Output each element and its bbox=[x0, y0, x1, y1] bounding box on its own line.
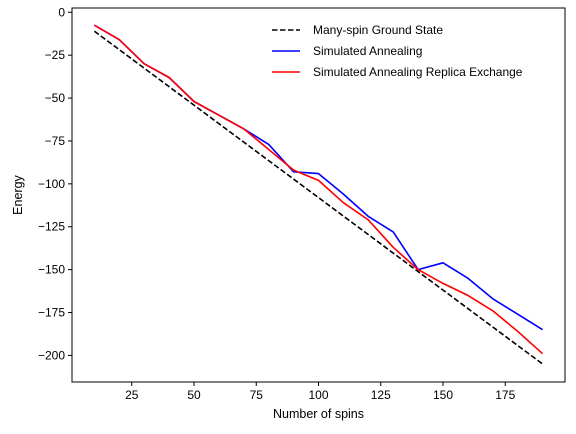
plot-frame bbox=[71, 7, 566, 383]
x-tick-label: 150 bbox=[433, 388, 453, 402]
plot-area bbox=[71, 7, 566, 383]
y-tick-label: −75 bbox=[45, 134, 66, 148]
legend-label-2: Simulated Annealing Replica Exchange bbox=[313, 65, 523, 79]
x-axis-label: Number of spins bbox=[273, 407, 364, 421]
y-tick-label: −100 bbox=[38, 177, 65, 191]
y-tick-label: −150 bbox=[38, 263, 65, 277]
x-tick-label: 175 bbox=[495, 388, 515, 402]
x-tick-label: 25 bbox=[125, 388, 139, 402]
series-line-0 bbox=[93, 30, 544, 365]
legend-label-1: Simulated Annealing bbox=[313, 44, 422, 58]
x-tick-label: 100 bbox=[308, 388, 328, 402]
y-axis-label: Energy bbox=[11, 174, 25, 214]
x-tick-label: 75 bbox=[250, 388, 264, 402]
x-tick-label: 125 bbox=[371, 388, 391, 402]
y-tick-label: −25 bbox=[45, 48, 66, 62]
y-tick-label: −200 bbox=[38, 348, 65, 362]
series-layer bbox=[93, 24, 544, 365]
x-axis: 25 50 75 100 125 150 175 bbox=[125, 382, 516, 402]
y-tick-label: 0 bbox=[58, 5, 65, 19]
x-tick-label: 50 bbox=[187, 388, 201, 402]
y-tick-label: −50 bbox=[45, 91, 66, 105]
y-tick-label: −125 bbox=[38, 220, 65, 234]
legend-label-0: Many-spin Ground State bbox=[313, 23, 443, 37]
y-tick-label: −175 bbox=[38, 306, 65, 320]
series-line-2 bbox=[93, 24, 544, 355]
y-axis: 0 −25 −50 −75 −100 −125 −150 −175 −200 bbox=[38, 5, 72, 362]
legend: Many-spin Ground State Simulated Annealin… bbox=[272, 23, 523, 79]
